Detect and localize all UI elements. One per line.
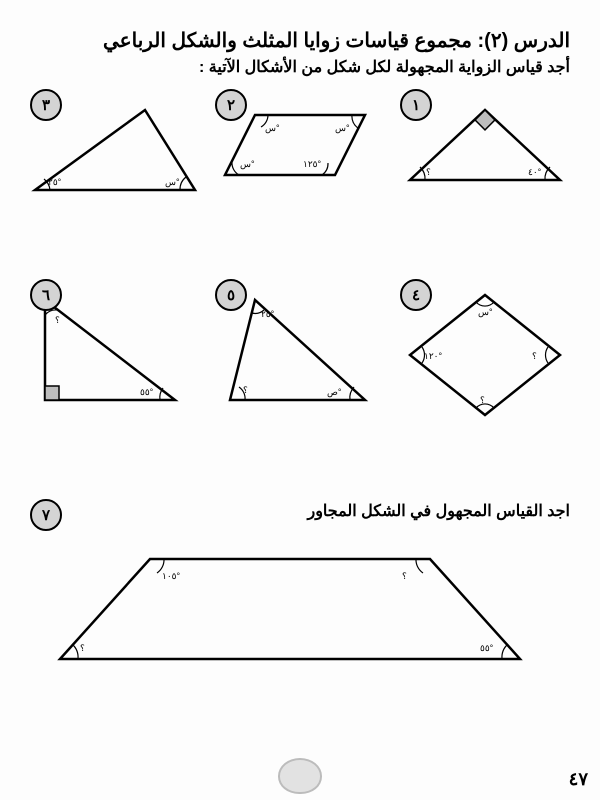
badge-5: ٥ xyxy=(215,279,247,311)
q2-tl: س° xyxy=(265,123,280,134)
row-1: ٣ ٢٥° س° ٢ س° س° س° ١٢٥° xyxy=(30,95,570,225)
instruction-text: أجد قياس الزواية المجهولة لكل شكل من الأ… xyxy=(30,57,570,77)
problem-2: ٢ س° س° س° ١٢٥° xyxy=(215,95,385,225)
problem-7: ٧ اجد القياس المجهول في الشكل المجاور ١٠… xyxy=(30,505,570,685)
q3-right-angle: س° xyxy=(165,177,180,188)
problem-4: ٤ س° ؟ ؟ ١٢٠° xyxy=(400,285,570,415)
badge-1: ١ xyxy=(400,89,432,121)
q1-right: ٤٠° xyxy=(528,167,542,177)
badge-6: ٦ xyxy=(30,279,62,311)
q1-left: ؟ xyxy=(426,167,431,177)
q6-br: ٥٥° xyxy=(140,387,154,397)
q5-bl: ؟ xyxy=(243,385,248,395)
q3-left-angle: ٢٥° xyxy=(48,177,62,187)
q4-bottom: ؟ xyxy=(480,395,485,405)
trapezoid-q7: ١٠٥° ؟ ؟ ٥٥° xyxy=(30,529,550,699)
page-number: ٤٧ xyxy=(569,769,588,790)
footer-logo-icon xyxy=(278,758,322,794)
worksheet-page: الدرس (٢): مجموع قياسات زوايا المثلث وال… xyxy=(0,0,600,800)
q7-text: اجد القياس المجهول في الشكل المجاور xyxy=(70,501,570,521)
q4-top: س° xyxy=(478,307,493,318)
problem-6: ٦ ؟ ٥٥° xyxy=(30,285,200,415)
badge-3: ٣ xyxy=(30,89,62,121)
q2-br: ١٢٥° xyxy=(303,159,322,169)
q7-tr: ؟ xyxy=(402,571,407,581)
q6-top: ؟ xyxy=(55,315,60,325)
problem-1: ١ ؟ ٤٠° xyxy=(400,95,570,225)
q7-tl: ١٠٥° xyxy=(162,571,181,581)
problem-3: ٣ ٢٥° س° xyxy=(30,95,200,225)
q4-left: ١٢٠° xyxy=(424,351,443,361)
q5-br: ص° xyxy=(327,387,342,398)
q7-bl: ؟ xyxy=(80,643,85,653)
row-2: ٦ ؟ ٥٥° ٥ ٢٥° ؟ ص° xyxy=(30,285,570,415)
lesson-title: الدرس (٢): مجموع قياسات زوايا المثلث وال… xyxy=(30,28,570,53)
q7-br: ٥٥° xyxy=(480,643,494,653)
q2-tr: س° xyxy=(335,123,350,134)
q2-bl: س° xyxy=(240,159,255,170)
badge-4: ٤ xyxy=(400,279,432,311)
badge-2: ٢ xyxy=(215,89,247,121)
problem-5: ٥ ٢٥° ؟ ص° xyxy=(215,285,385,415)
q4-right: ؟ xyxy=(532,351,537,361)
badge-7: ٧ xyxy=(30,499,62,531)
q5-top: ٢٥° xyxy=(261,309,275,319)
